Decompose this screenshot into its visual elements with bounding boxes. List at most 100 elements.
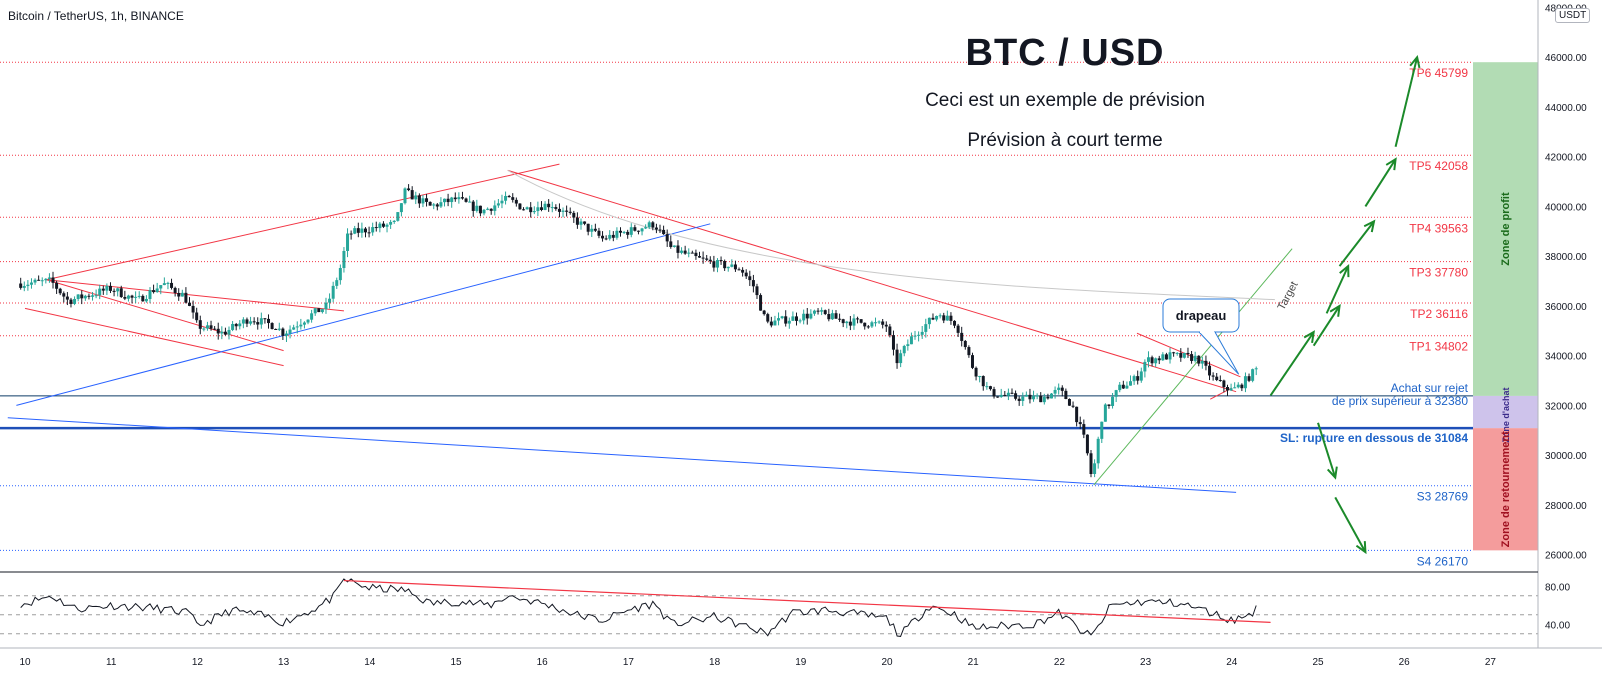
candle-body bbox=[360, 228, 364, 233]
candle-body bbox=[1129, 381, 1133, 386]
candle-body bbox=[988, 386, 992, 390]
profit-zone-label: Zone de profit bbox=[1500, 192, 1512, 266]
candle-body bbox=[407, 188, 411, 191]
candle-body bbox=[780, 316, 784, 319]
candle-body bbox=[396, 212, 400, 221]
candle-body bbox=[58, 288, 62, 294]
candle-body bbox=[902, 345, 906, 354]
candle-body bbox=[733, 264, 737, 270]
candle-body bbox=[978, 376, 982, 378]
candle-body bbox=[1161, 354, 1165, 361]
rsi-trend-line bbox=[343, 579, 1271, 623]
candle-body bbox=[759, 295, 763, 311]
candle-body bbox=[730, 264, 734, 267]
candle-body bbox=[909, 336, 913, 345]
candle-body bbox=[985, 386, 989, 388]
candle-body bbox=[439, 202, 443, 207]
candle-body bbox=[766, 314, 770, 322]
candle-body bbox=[999, 394, 1003, 397]
candle-body bbox=[514, 199, 518, 204]
time-tick-label: 25 bbox=[1312, 657, 1324, 668]
candle-body bbox=[816, 310, 820, 312]
symbol-title: Bitcoin / TetherUS, 1h, BINANCE bbox=[8, 9, 184, 23]
candle-body bbox=[443, 198, 447, 203]
candle-body bbox=[198, 320, 202, 329]
candle-body bbox=[108, 285, 112, 291]
candle-body bbox=[205, 325, 209, 329]
candle-body bbox=[220, 331, 224, 334]
candle-body bbox=[216, 328, 220, 334]
candle-body bbox=[80, 294, 84, 299]
descending-resistance-line bbox=[507, 169, 1237, 393]
candle-body bbox=[504, 195, 508, 201]
candle-body bbox=[1143, 361, 1147, 372]
candle-body bbox=[310, 313, 314, 320]
candle-body bbox=[866, 326, 870, 328]
time-tick-label: 21 bbox=[968, 657, 980, 668]
candle-body bbox=[148, 290, 152, 299]
price-tick-label: 30000.00 bbox=[1545, 451, 1587, 462]
candle-body bbox=[231, 323, 235, 330]
candle-body bbox=[1049, 393, 1053, 399]
candle-body bbox=[723, 261, 727, 269]
candle-body bbox=[468, 201, 472, 203]
candle-body bbox=[98, 288, 102, 296]
projection-arrow-shaft bbox=[1317, 422, 1337, 478]
channel-lower-line bbox=[24, 307, 284, 367]
candle-body bbox=[1114, 390, 1118, 397]
candle-body bbox=[1071, 405, 1075, 407]
projection-arrow-shaft bbox=[1312, 305, 1341, 347]
candle-body bbox=[561, 210, 565, 212]
candle-body bbox=[762, 310, 766, 315]
candle-body bbox=[288, 329, 292, 334]
channel-lower-line bbox=[46, 279, 284, 352]
candle-body bbox=[784, 316, 788, 324]
candle-body bbox=[195, 312, 199, 321]
candle-body bbox=[166, 282, 170, 284]
candle-body bbox=[931, 317, 935, 320]
candle-body bbox=[719, 260, 723, 262]
candle-body bbox=[378, 223, 382, 229]
candle-body bbox=[392, 220, 396, 222]
projection-arrow-head bbox=[1303, 330, 1315, 344]
reversal-zone bbox=[1473, 428, 1538, 551]
candle-body bbox=[425, 198, 429, 202]
tp-label: TP5 42058 bbox=[1409, 159, 1468, 173]
candle-body bbox=[1035, 395, 1039, 397]
candle-body bbox=[367, 232, 371, 234]
candle-body bbox=[238, 323, 242, 327]
candle-body bbox=[1082, 424, 1086, 435]
candle-body bbox=[676, 245, 680, 253]
price-axis-bg bbox=[1538, 0, 1602, 673]
candle-body bbox=[662, 229, 666, 235]
currency-badge[interactable]: USDT bbox=[1555, 8, 1591, 23]
candle-body bbox=[320, 309, 324, 313]
candle-body bbox=[1067, 399, 1071, 406]
candle-body bbox=[493, 205, 497, 211]
candle-body bbox=[385, 224, 389, 227]
candle-body bbox=[1204, 360, 1208, 366]
candle-body bbox=[191, 305, 195, 313]
stop-loss-label: SL: rupture en dessous de 31084 bbox=[1280, 431, 1468, 445]
buy-zone bbox=[1473, 395, 1538, 429]
candle-body bbox=[708, 259, 712, 262]
candle-body bbox=[507, 195, 511, 198]
candle-body bbox=[1100, 421, 1104, 439]
buy-label-2: de prix supérieur à 32380 bbox=[1332, 394, 1468, 408]
time-tick-label: 18 bbox=[709, 657, 721, 668]
candle-body bbox=[446, 198, 450, 203]
candle-body bbox=[726, 266, 730, 269]
candle-body bbox=[906, 344, 910, 346]
flag-callout-joint bbox=[1200, 330, 1214, 333]
candle-body bbox=[511, 197, 515, 200]
candle-body bbox=[597, 230, 601, 236]
candle-body bbox=[1186, 352, 1190, 355]
candle-body bbox=[144, 298, 148, 302]
candle-body bbox=[644, 227, 648, 229]
buy-zone-label: Zone d'achat bbox=[1501, 387, 1511, 442]
candle-body bbox=[421, 198, 425, 204]
candle-body bbox=[895, 349, 899, 364]
candle-body bbox=[1010, 392, 1014, 394]
